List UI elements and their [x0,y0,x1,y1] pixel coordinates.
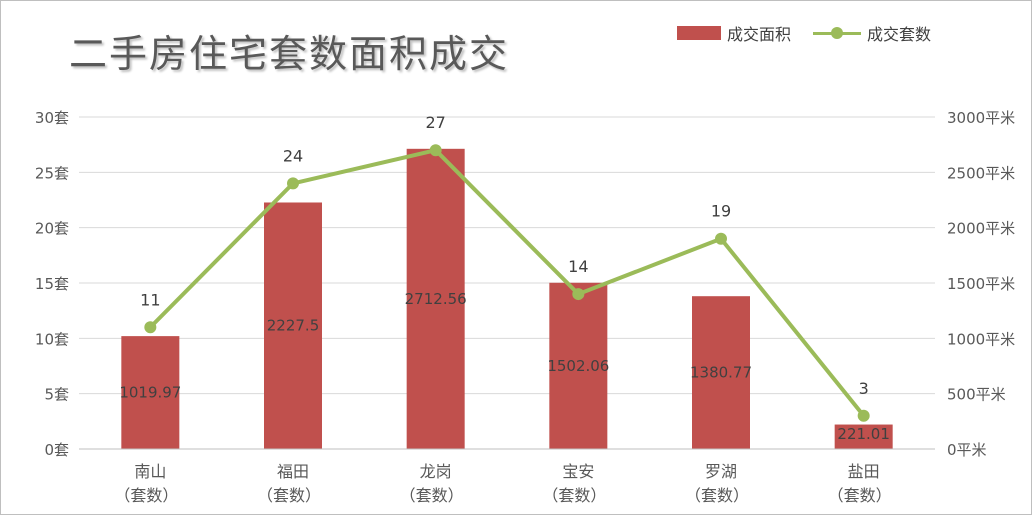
y-right-tick-label: 2000平米 [947,220,1015,238]
x-category-label: 罗湖 [705,462,737,481]
y-left-tick-label: 5套 [44,386,69,404]
chart-title: 二手房住宅套数面积成交 [69,32,510,76]
y-left-tick-label: 20套 [35,220,69,238]
line-data-label: 19 [711,202,731,221]
x-category-label: 南山 [134,462,166,481]
line-point-5 [715,232,727,245]
bar-6 [834,424,893,449]
legend: 成交面积 成交套数 [677,21,953,45]
x-category-sublabel: （套数） [542,486,606,505]
legend-swatch-line [813,26,862,40]
y-right-tick-label: 0平米 [947,441,987,459]
x-category-sublabel: （套数） [114,486,178,505]
legend-swatch-bar [677,26,721,40]
bar-1 [121,336,180,449]
y-right-tick-label: 1000平米 [947,330,1015,348]
line-series-count [148,148,866,418]
bar-5 [692,296,750,449]
y-left-tick-label: 30套 [35,109,69,127]
line-point-3 [429,144,442,157]
x-category-sublabel: （套数） [828,486,892,505]
y-right-tick-label: 2500平米 [947,164,1015,182]
line-point-2 [287,177,299,190]
bar-data-label: 2712.56 [405,290,467,308]
bar-data-label: 1380.77 [690,364,752,382]
y-left-tick-label: 15套 [35,275,69,293]
x-category-sublabel: （套数） [257,486,321,505]
line-data-label: 11 [140,290,160,309]
bar-2 [264,202,322,449]
x-category-label: 盐田 [848,462,880,481]
y-right-tick-label: 1500平米 [947,275,1015,293]
bar-data-label: 1019.97 [119,384,181,402]
bar-data-label: 221.01 [837,425,890,443]
bar-data-label: 1502.06 [547,357,609,375]
y-left-tick-label: 10套 [35,330,69,348]
legend-label-area: 成交面积 [727,25,792,44]
bar-4 [549,282,608,449]
x-category-label: 福田 [277,462,309,481]
legend-item-area: 成交面积 [677,21,791,45]
line-data-label: 3 [859,379,869,398]
line-point-6 [857,409,870,422]
line-data-label: 27 [425,113,445,132]
y-right-tick-label: 3000平米 [947,109,1015,127]
x-category-label: 宝安 [562,462,594,481]
line-point-1 [144,321,157,334]
line-point-4 [572,288,585,301]
y-left-tick-label: 0套 [44,441,69,459]
x-category-sublabel: （套数） [400,486,464,505]
line-data-label: 14 [568,257,588,276]
legend-label-count: 成交套数 [867,25,932,44]
x-category-label: 龙岗 [420,462,452,481]
bar-3 [406,148,465,449]
line-data-label: 24 [283,146,303,165]
bar-data-label: 2227.5 [267,317,320,335]
y-left-tick-label: 25套 [35,164,69,182]
x-category-sublabel: （套数） [685,486,749,505]
y-right-tick-label: 500平米 [947,386,1006,404]
legend-item-count: 成交套数 [813,21,931,45]
